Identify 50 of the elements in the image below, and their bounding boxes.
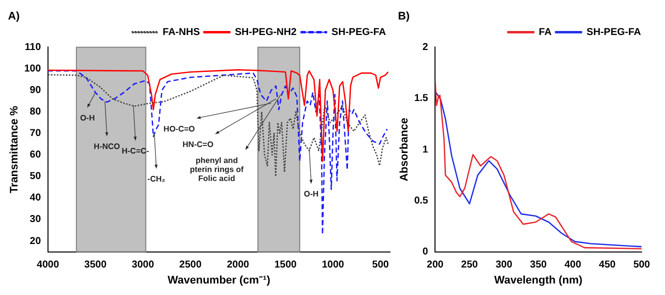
annotation: O-H [80,114,95,123]
x-tick-label: 250 [461,260,478,271]
legend-label: FA-NHS [162,26,200,38]
legend-label: SH-PEG-NH2 [234,26,297,38]
x-tick-label: 500 [633,260,650,271]
x-tick-label: 450 [598,260,616,271]
annotation: -CH₂ [147,174,166,184]
annotation: phenyl and pterin rings of Folic acid [190,156,244,183]
x-tick-label: 1000 [322,260,345,271]
y-tick-label: 70 [30,128,42,140]
y-tick-label: 20 [30,236,42,247]
y-tick-label: 110 [24,42,42,53]
x-tick-label: 4000 [36,260,60,271]
y-tick-label: 80 [30,106,42,118]
x-axis-title: Wavelength (nm) [494,274,583,286]
x-tick-label: 2000 [226,260,250,271]
y-tick-label: 1 [422,144,429,156]
y-axis-title: Absorbance [398,118,411,182]
line-series [48,70,388,236]
annotation: HO-C=O [164,124,195,134]
x-tick-label: 350 [530,260,548,271]
y-tick-label: 60 [30,150,42,161]
y-tick-label: 2 [422,42,429,53]
x-tick-label: 1500 [274,260,298,271]
legend-label: SH-PEG-FA [332,26,386,38]
y-tick-label: 30 [30,214,42,226]
x-tick-label: 200 [426,260,444,271]
x-tick-label: 3500 [84,260,107,271]
x-axis-title: Wavenumber (cm⁻¹) [168,274,271,286]
x-tick-label: 2500 [179,260,202,271]
y-axis-title: Transmittance % [8,106,21,194]
annotation: HN-C=O [182,140,214,150]
legend-label: SH-PEG-FA [586,26,642,38]
annotation: O-H [304,190,319,199]
annotation: H-NCO [94,142,120,152]
x-tick-label: 300 [496,260,513,271]
y-tick-label: 100 [24,63,42,74]
legend-label: FA [538,26,552,38]
annotation: H-C=C- [122,146,150,156]
y-tick-label: 0 [422,246,429,258]
chart-title: A) [8,10,20,23]
x-tick-label: 3000 [132,260,154,271]
y-tick-label: 40 [30,192,42,204]
y-tick-label: 0.5 [414,195,429,206]
y-tick-label: 90 [30,85,42,96]
chart-title: B) [398,10,410,23]
y-tick-label: 50 [30,171,42,182]
y-tick-label: 1.5 [414,93,429,104]
x-tick-label: 400 [564,260,582,271]
x-tick-label: 500 [372,260,390,271]
